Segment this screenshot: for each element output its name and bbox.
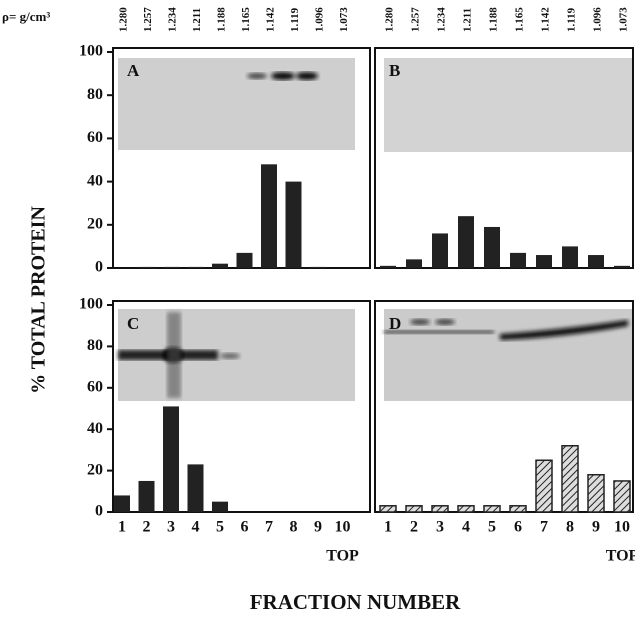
bar (536, 255, 552, 268)
x-tick-label: 1 (384, 519, 392, 536)
x-tick-label: 5 (216, 519, 224, 536)
bar (588, 255, 604, 268)
x-tick-label: 7 (265, 519, 273, 536)
gel-b (384, 58, 632, 152)
y-tick-label: 20 (87, 461, 103, 478)
x-tick-label: 9 (592, 519, 600, 536)
x-tick-label: 10 (335, 519, 351, 536)
x-axis-label: FRACTION NUMBER (250, 590, 461, 614)
density-tick-label: 1.211 (191, 8, 203, 32)
y-tick-label: 60 (87, 129, 103, 146)
y-tick-label: 100 (79, 296, 103, 313)
bar (380, 506, 396, 512)
density-tick-label: 1.234 (436, 7, 448, 32)
density-tick-label: 1.073 (338, 7, 350, 32)
x-tick-label: 5 (488, 519, 496, 536)
panel-label: A (127, 61, 140, 80)
x-tick-label: 6 (514, 519, 522, 536)
gel-d (384, 309, 632, 401)
bar (458, 506, 474, 512)
x-tick-label: 6 (241, 519, 249, 536)
x-tick-label: 10 (614, 519, 630, 536)
density-tick-label: 1.188 (216, 7, 228, 32)
gel-c (118, 309, 355, 401)
y-tick-label: 60 (87, 378, 103, 395)
y-tick-label: 100 (79, 43, 103, 60)
bar (212, 264, 228, 268)
bar (212, 502, 228, 512)
bar (380, 266, 396, 268)
y-tick-label: 80 (87, 337, 103, 354)
density-tick-label: 1.142 (540, 7, 552, 32)
bar (510, 506, 526, 512)
bar (237, 253, 253, 268)
x-tick-label: 8 (566, 519, 574, 536)
y-tick-label: 0 (95, 503, 103, 520)
bar (188, 267, 204, 268)
bar (458, 216, 474, 268)
density-tick-label: 1.142 (265, 7, 277, 32)
gel-a (118, 58, 355, 150)
x-tick-label: 3 (436, 519, 444, 536)
bar (562, 246, 578, 268)
density-tick-label: 1.096 (592, 7, 604, 32)
bar (139, 481, 155, 512)
bar (406, 259, 422, 268)
bar (588, 475, 604, 512)
bar (510, 253, 526, 268)
y-tick-label: 0 (95, 259, 103, 276)
bar (484, 227, 500, 268)
bar (261, 164, 277, 268)
density-tick-label: 1.280 (384, 7, 396, 32)
bar (484, 506, 500, 512)
panel-label: D (389, 314, 401, 333)
x-tick-label: 2 (143, 519, 151, 536)
panel-label: B (389, 61, 400, 80)
density-tick-label: 1.257 (142, 7, 154, 32)
density-tick-label: 1.234 (167, 7, 179, 32)
bar (614, 481, 630, 512)
x-tick-label: 9 (314, 519, 322, 536)
x-tick-label: 7 (540, 519, 548, 536)
x-tick-label: 1 (118, 519, 126, 536)
density-tick-label: 1.096 (314, 7, 326, 32)
x-end-label: TOP (606, 548, 635, 565)
x-end-label: TOP (326, 548, 359, 565)
bar (614, 266, 630, 268)
bar (286, 182, 302, 268)
density-tick-label: 1.211 (462, 8, 474, 32)
bar (163, 406, 179, 512)
x-tick-label: 3 (167, 519, 175, 536)
bar (139, 267, 155, 268)
bar (114, 495, 130, 512)
density-tick-label: 1.188 (488, 7, 500, 32)
x-tick-label: 8 (290, 519, 298, 536)
bar (188, 464, 204, 512)
y-axis-label: % TOTAL PROTEIN (28, 206, 50, 394)
y-tick-label: 40 (87, 420, 103, 437)
density-tick-label: 1.119 (566, 7, 578, 32)
bar (432, 506, 448, 512)
bar (406, 506, 422, 512)
bar (432, 233, 448, 268)
density-tick-label: 1.119 (289, 7, 301, 32)
y-tick-label: 40 (87, 172, 103, 189)
density-tick-label: 1.257 (410, 7, 422, 32)
figure: ρ= g/cm³ % TOTAL PROTEIN FRACTION NUMBER… (0, 0, 635, 618)
bar (310, 267, 326, 268)
panel-label: C (127, 314, 139, 333)
density-tick-label: 1.073 (618, 7, 630, 32)
y-tick-label: 20 (87, 215, 103, 232)
y-tick-label: 80 (87, 86, 103, 103)
density-label: ρ= g/cm³ (2, 9, 50, 24)
bar (163, 267, 179, 268)
bar (536, 460, 552, 512)
density-tick-label: 1.165 (240, 7, 252, 32)
density-tick-label: 1.165 (514, 7, 526, 32)
bar (562, 446, 578, 512)
density-tick-label: 1.280 (118, 7, 130, 32)
x-tick-label: 4 (192, 519, 200, 536)
x-tick-label: 2 (410, 519, 418, 536)
x-tick-label: 4 (462, 519, 470, 536)
